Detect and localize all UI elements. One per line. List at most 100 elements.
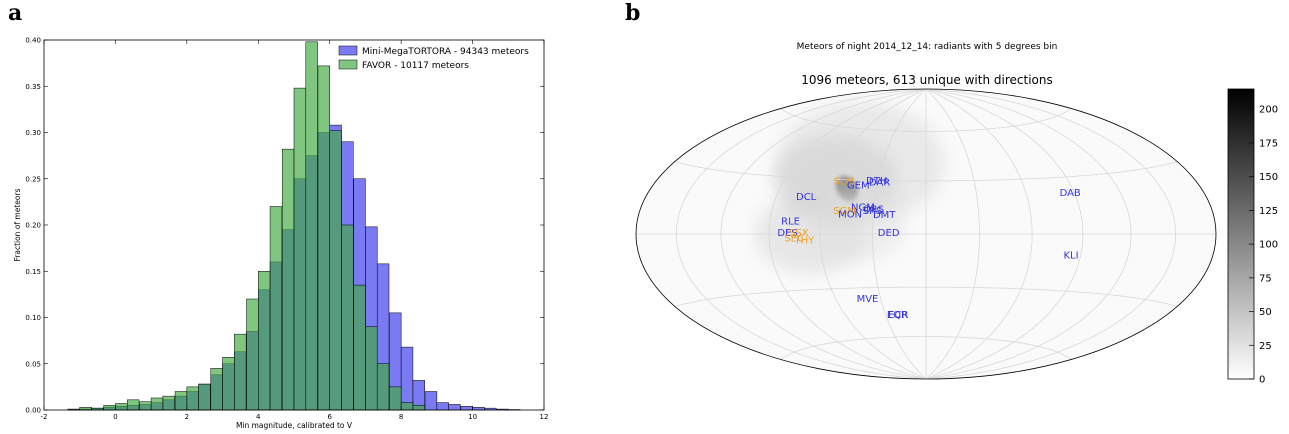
- meridian-line: [925, 89, 1177, 379]
- histogram-bar-favor: [103, 405, 116, 411]
- histogram-bar-favor: [162, 395, 175, 411]
- shower-label-ded: DED: [878, 228, 900, 239]
- histogram-bar-favor: [293, 87, 307, 411]
- meridian-line: [675, 89, 927, 379]
- radiant-map: Meteors of night 2014_12_14: radiants wi…: [635, 42, 1278, 386]
- shower-label-dth: DTH: [866, 176, 887, 187]
- meridian-line: [768, 89, 927, 379]
- histogram-bar-favor: [269, 206, 283, 411]
- shower-label-mve: MVE: [857, 294, 879, 305]
- meridian-line: [819, 89, 927, 379]
- histogram-bar-favor: [329, 130, 342, 411]
- x-axis-ticks: -2 0 2 4 6 8 10 12: [41, 40, 548, 421]
- shower-label-kli: KLI: [1063, 251, 1078, 262]
- histogram-bar-favor: [341, 224, 354, 411]
- colorbar-tick-label: 50: [1259, 307, 1272, 318]
- y-axis-label: Fraction of meteors: [13, 188, 22, 261]
- shower-label-ngm: NGM: [851, 202, 875, 213]
- y-tick-label: 0.05: [25, 360, 41, 368]
- shower-label-des: DES: [777, 228, 797, 239]
- legend: Mini-MegaTORTORA - 94343 meteors FAVOR - …: [338, 45, 529, 71]
- x-tick-label: 6: [327, 413, 332, 421]
- x-tick-label: 8: [399, 413, 403, 421]
- histogram-bar-mmt: [400, 346, 414, 411]
- y-tick-label: 0.35: [25, 83, 41, 91]
- meridian-line: [720, 89, 927, 379]
- histogram-bar-favor: [281, 148, 295, 411]
- shower-label-rle: RLE: [781, 216, 800, 227]
- histogram-bar-favor: [400, 402, 414, 411]
- histogram-bar-favor: [126, 399, 140, 411]
- panel-a-letter: a: [8, 0, 22, 26]
- map-title: Meteors of night 2014_12_14: radiants wi…: [797, 42, 1058, 52]
- histogram-bar-favor: [365, 326, 378, 411]
- histogram-bar-favor: [412, 405, 425, 411]
- graticule: [636, 89, 1216, 379]
- shower-label-gem: GEM: [847, 181, 870, 192]
- shower-label-srs: SRS: [863, 206, 883, 217]
- histogram-bar-mmt: [436, 402, 449, 411]
- y-tick-label: 0.25: [25, 175, 41, 183]
- y-tick-label: 0.30: [25, 129, 41, 137]
- density-blob: [804, 188, 906, 261]
- histogram-bar-favor: [389, 386, 402, 411]
- y-tick-label: 0.10: [25, 314, 41, 322]
- shower-label-thy: THY: [794, 235, 816, 246]
- shower-label-dar: DAR: [869, 178, 890, 189]
- histogram-bar-favor: [186, 386, 199, 411]
- shower-label-slm: SLM: [834, 177, 855, 188]
- colorbar: [1227, 88, 1255, 380]
- histogram-bar-favor: [258, 271, 271, 411]
- histogram-bar-favor: [222, 357, 235, 411]
- x-tick-label: 0: [113, 413, 117, 421]
- histogram-bar-favor: [246, 298, 259, 411]
- x-tick-label: 4: [256, 413, 261, 421]
- histogram-bar-mmt: [424, 391, 438, 411]
- shower-label-ssx: SSX: [789, 228, 809, 239]
- histogram-bar-favor: [234, 333, 247, 411]
- panel-b-letter: b: [625, 0, 640, 26]
- shower-label-sec: SEC: [784, 234, 804, 245]
- histogram-bar-favor: [353, 284, 366, 411]
- meridian-line: [925, 89, 980, 379]
- legend-label: Mini-MegaTORTORA - 94343 meteors: [362, 47, 529, 57]
- colorbar-tick-label: 125: [1259, 206, 1278, 217]
- shower-label-ecr: ECR: [888, 310, 908, 321]
- sky-outline: [635, 88, 1217, 380]
- histogram-bar-mmt: [472, 406, 485, 411]
- shower-label-ors: ORS: [863, 204, 884, 215]
- histogram-bar-favor: [115, 403, 128, 411]
- shower-label-sgm: SGM: [833, 206, 856, 217]
- legend-label: FAVOR - 10117 meteors: [362, 61, 469, 71]
- colorbar-tick-label: 0: [1259, 375, 1265, 386]
- meridian-line: [872, 89, 927, 379]
- histogram-bar-favor: [150, 397, 164, 411]
- meridian-line: [925, 89, 1033, 379]
- colorbar-ticks: 0 25 50 75 100 125 150 175 200: [1249, 105, 1278, 386]
- legend-swatch: [338, 59, 358, 70]
- map-subtitle: 1096 meteors, 613 unique with directions: [801, 73, 1052, 87]
- colorbar-tick-label: 200: [1259, 105, 1278, 116]
- histogram-bar-favor: [79, 406, 92, 411]
- histogram-bar-favor: [376, 363, 390, 411]
- y-tick-label: 0.40: [25, 37, 41, 45]
- histogram-bar-mmt: [460, 406, 473, 411]
- shower-label-dab: DAB: [1060, 188, 1081, 199]
- y-tick-label: 0.15: [25, 268, 41, 276]
- colorbar-tick-label: 75: [1259, 273, 1272, 284]
- meridian-line: [925, 89, 1084, 379]
- x-axis-label: Min magnitude, calibrated to V: [236, 421, 353, 430]
- y-tick-label: 0.00: [25, 407, 41, 415]
- shower-label-eqr: EQR: [887, 310, 908, 321]
- histogram-bar-favor: [198, 383, 211, 411]
- x-tick-label: 10: [468, 413, 477, 421]
- histogram-bar-favor: [210, 368, 223, 411]
- histogram-chart: -2 0 2 4 6 8 10 12 0.00 0.05 0.10 0.15 0.20 0.25 0.30…: [13, 37, 548, 431]
- density-blob: [776, 102, 945, 223]
- colorbar-tick-label: 175: [1259, 138, 1278, 149]
- histogram-bars: [67, 41, 521, 411]
- y-axis-ticks: 0.00 0.05 0.10 0.15 0.20 0.25 0.30 0.35 0.40: [25, 37, 544, 415]
- histogram-bar-favor: [174, 391, 188, 411]
